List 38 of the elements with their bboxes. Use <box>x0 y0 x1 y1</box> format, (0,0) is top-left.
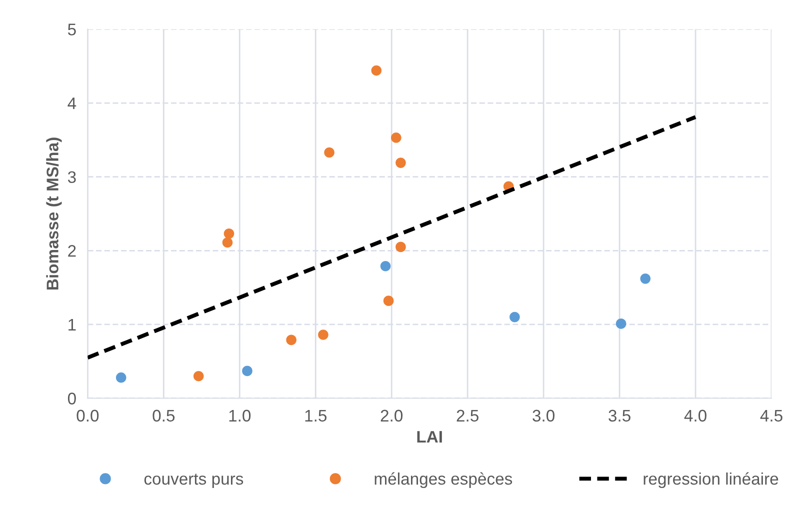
y-tick-label: 2 <box>68 245 76 257</box>
x-tick-label: 4.5 <box>760 410 782 422</box>
y-tick-label: 1 <box>68 319 76 330</box>
point <box>380 260 391 272</box>
y-tick-label: 5 <box>68 24 76 36</box>
point <box>391 132 402 143</box>
point <box>640 274 651 284</box>
x-tick-label: 2.0 <box>380 410 403 422</box>
point <box>116 372 126 383</box>
point <box>371 65 382 76</box>
point <box>242 366 252 376</box>
x-tick-label: 4.0 <box>684 410 706 422</box>
legend-label: couverts purs <box>144 474 244 488</box>
y-tick-label: 3 <box>68 171 76 184</box>
x-tick-label: 2.5 <box>456 410 478 422</box>
point <box>222 237 233 248</box>
y-tick-label: 0 <box>68 392 76 404</box>
x-axis-title: LAI <box>417 431 442 443</box>
point <box>383 296 394 306</box>
x-tick-label: 0.5 <box>152 410 175 422</box>
point <box>193 370 204 382</box>
x-tick-label: 3.0 <box>532 410 554 422</box>
y-tick-label: 4 <box>68 98 76 110</box>
point <box>318 330 328 340</box>
point <box>510 312 520 322</box>
point <box>396 242 406 252</box>
x-tick-label: 3.5 <box>608 410 630 422</box>
x-tick-label: 1.0 <box>229 410 251 422</box>
legend-label: mélanges espèces <box>374 472 512 488</box>
x-tick-label: 1.5 <box>305 410 326 422</box>
y-axis-title: Biomasse (t MS/ha) <box>46 138 62 290</box>
point <box>396 158 406 168</box>
point <box>324 147 334 158</box>
point <box>616 318 626 329</box>
legend-label: regression linéaire <box>644 472 778 488</box>
x-tick-label: 0.0 <box>76 410 99 422</box>
point <box>286 334 296 346</box>
point <box>224 228 234 239</box>
